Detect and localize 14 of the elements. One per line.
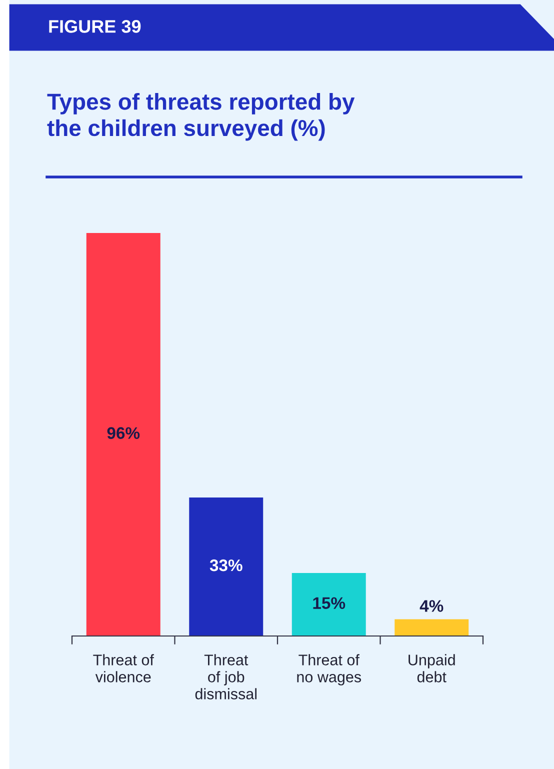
- x-tick-label: Threat of no wages: [297, 654, 362, 686]
- bar: [394, 619, 469, 636]
- bar: [292, 573, 366, 636]
- data-label: 4%: [420, 600, 444, 612]
- caption: FIGURE 39: [49, 20, 141, 33]
- x-tick-label: Threat of job dismissal: [195, 654, 257, 700]
- x-tick-label: Threat of violence: [93, 654, 154, 682]
- data-label: 33%: [210, 559, 242, 572]
- bar: [86, 233, 160, 636]
- chart-title: Types of threats reported by the children surveyed (%): [47, 93, 355, 141]
- data-label: 96%: [107, 427, 140, 439]
- x-tick-label: Unpaid debt: [408, 654, 455, 682]
- data-label: 15%: [313, 597, 346, 609]
- bar: [189, 497, 264, 636]
